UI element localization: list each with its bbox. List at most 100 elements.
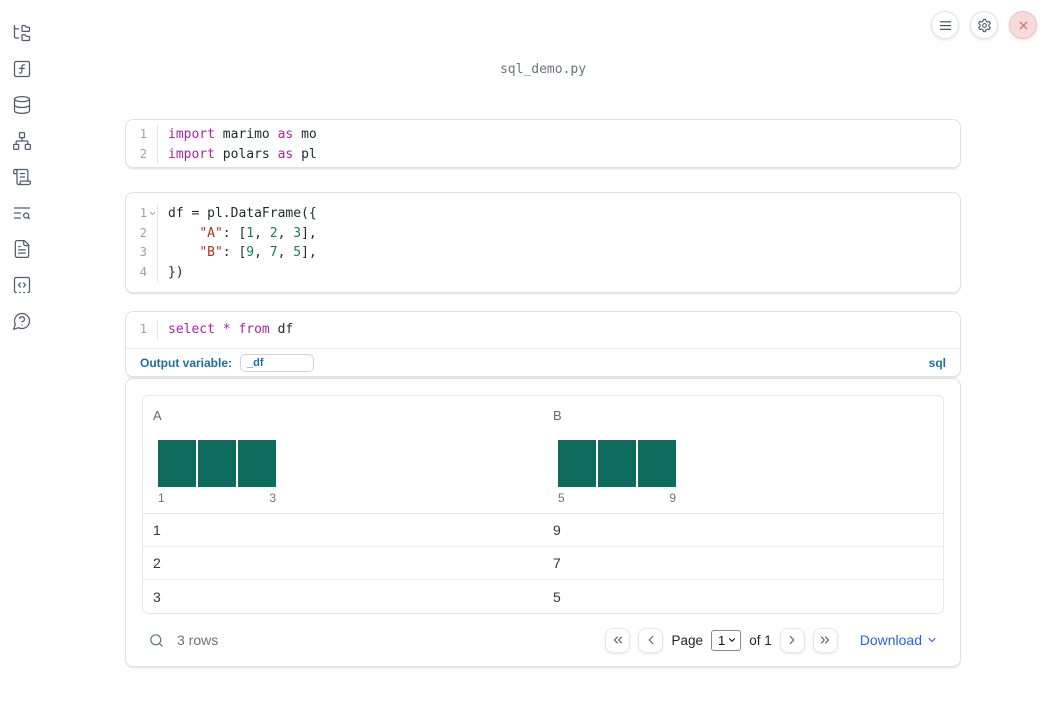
chevron-right-icon xyxy=(789,635,795,645)
histogram-bar[interactable] xyxy=(598,440,636,487)
fold-spacer xyxy=(147,267,157,277)
table-cell: 5 xyxy=(553,588,561,605)
page-total-label: of 1 xyxy=(749,632,772,648)
histogram-bar[interactable] xyxy=(158,440,196,487)
line-number: 2 xyxy=(126,224,157,244)
chevrons-left-icon xyxy=(613,636,623,644)
code-line[interactable]: import polars as pl xyxy=(168,146,317,162)
line-number: 4 xyxy=(126,263,157,283)
sql-cell[interactable]: 1 select * from df Output variable: sql xyxy=(125,311,961,377)
chevron-left-icon xyxy=(648,635,654,645)
code-lines[interactable]: df = pl.DataFrame({ "A": [1, 2, 3], "B":… xyxy=(157,204,960,282)
database-icon[interactable] xyxy=(12,95,32,115)
page-number-select[interactable]: 1 xyxy=(710,629,742,651)
shutdown-button[interactable] xyxy=(1009,11,1037,39)
sidebar xyxy=(0,0,44,713)
next-page-button[interactable] xyxy=(779,627,805,653)
table-cell: 9 xyxy=(553,522,561,538)
download-button[interactable]: Download xyxy=(860,632,938,648)
download-label: Download xyxy=(859,632,922,648)
table-footer: 3 rows Page 1 of 1 xyxy=(142,622,944,658)
first-page-button[interactable] xyxy=(605,627,631,653)
search-icon[interactable] xyxy=(148,632,165,649)
code-snippet-icon[interactable] xyxy=(12,275,32,295)
fold-spacer xyxy=(147,130,157,140)
fold-spacer xyxy=(147,149,157,159)
chevrons-right-icon xyxy=(821,636,830,644)
settings-gear-icon xyxy=(977,18,991,32)
table-cell: 1 xyxy=(153,522,161,538)
histogram-bar[interactable] xyxy=(238,440,276,487)
code-line[interactable]: df = pl.DataFrame({ xyxy=(168,206,317,221)
menu-icon xyxy=(939,20,951,30)
fold-chevron-icon[interactable] xyxy=(147,209,157,219)
dependency-graph-icon[interactable] xyxy=(12,131,32,151)
document-icon[interactable] xyxy=(12,239,32,259)
menu-button[interactable] xyxy=(931,11,959,39)
column-name: A xyxy=(153,408,162,423)
folder-tree-icon[interactable] xyxy=(12,23,32,43)
column-name: B xyxy=(553,408,562,423)
code-line[interactable]: "A": [1, 2, 3], xyxy=(199,225,317,241)
page-label: Page xyxy=(671,632,703,648)
code-editor[interactable]: 1 select * from df xyxy=(126,312,960,348)
output-variable-input[interactable] xyxy=(240,353,315,372)
histogram-bar[interactable] xyxy=(558,440,596,487)
line-number: 3 xyxy=(126,243,157,263)
chevron-down-icon xyxy=(928,637,936,643)
line-number: 1 xyxy=(126,125,157,145)
row-count: 3 rows xyxy=(177,632,219,648)
chevron-down-icon xyxy=(729,638,736,642)
line-number-gutter: 1 xyxy=(126,320,157,340)
list-search-icon[interactable] xyxy=(12,203,32,223)
code-line[interactable]: "B": [9, 7, 5], xyxy=(199,245,317,260)
table-cell: 3 xyxy=(153,588,161,605)
line-number: 2 xyxy=(126,145,157,165)
line-number: 1 xyxy=(126,320,157,340)
fold-spacer xyxy=(147,248,157,258)
pagination: Page 1 of 1 Download xyxy=(605,627,938,653)
help-icon[interactable] xyxy=(12,311,32,331)
notebook-filename: sql_demo.py xyxy=(499,62,587,77)
table-cell: 7 xyxy=(553,555,561,571)
fold-spacer xyxy=(147,325,157,335)
scroll-icon[interactable] xyxy=(12,167,32,187)
function-icon[interactable] xyxy=(12,59,32,79)
line-number: 1 xyxy=(126,204,157,224)
code-line[interactable]: }) xyxy=(168,264,184,280)
sql-language-badge: sql xyxy=(928,355,946,370)
histogram-bar[interactable] xyxy=(198,440,236,487)
close-x-icon xyxy=(1019,21,1027,29)
code-line[interactable]: import marimo as mo xyxy=(168,127,317,142)
code-lines[interactable]: select * from df xyxy=(157,320,960,340)
previous-page-button[interactable] xyxy=(638,627,664,653)
code-lines[interactable]: import marimo as mo import polars as pl xyxy=(157,125,960,164)
code-line[interactable]: select * from df xyxy=(168,322,294,337)
last-page-button[interactable] xyxy=(812,627,838,653)
settings-button[interactable] xyxy=(970,11,998,39)
output-variable-label: Output variable: xyxy=(140,355,233,370)
page-number-value: 1 xyxy=(717,632,726,648)
topbar xyxy=(931,11,1037,39)
histogram-bar[interactable] xyxy=(638,440,676,487)
